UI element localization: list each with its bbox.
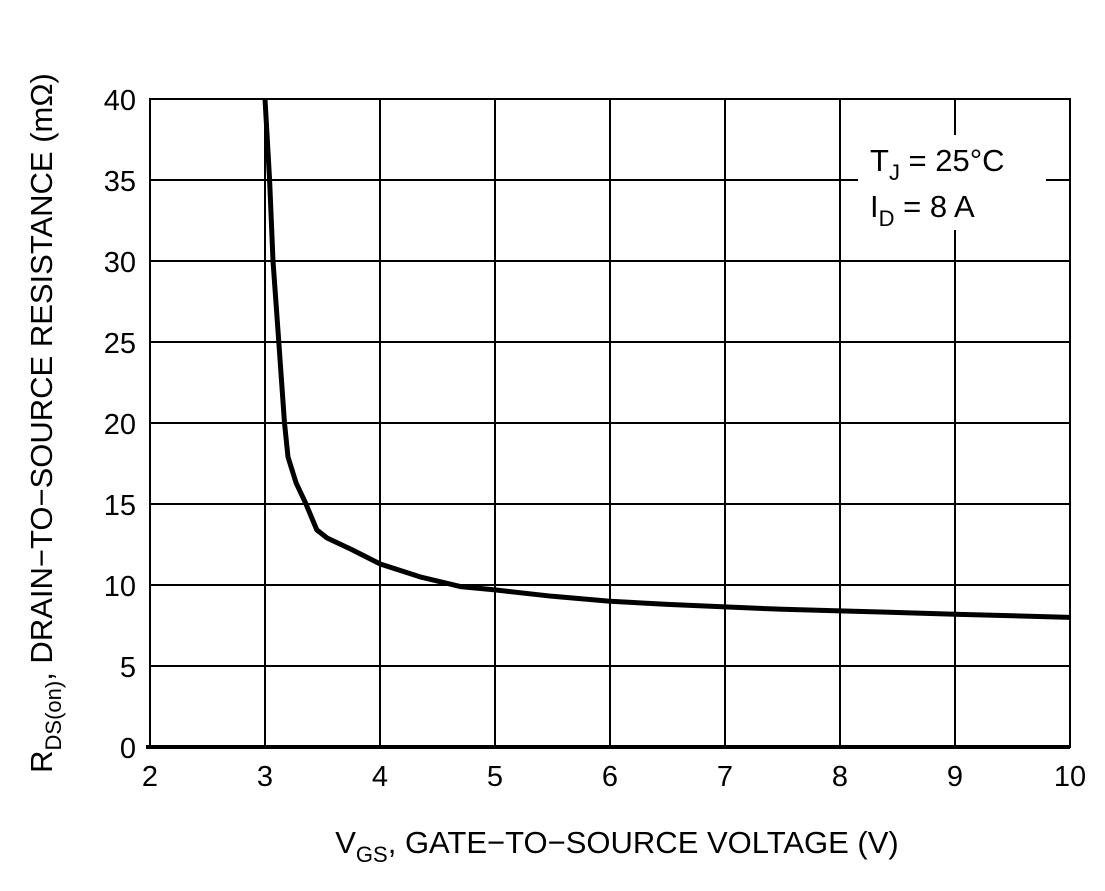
y-axis-label: RDS(on), DRAIN−TO−SOURCE RESISTANCE (mΩ)	[24, 73, 66, 773]
annotation-id: ID = 8 A	[870, 189, 975, 231]
series-line	[262, 98, 1071, 620]
y-tick-label: 35	[104, 166, 136, 198]
x-axis-label: VGS, GATE−TO−SOURCE VOLTAGE (V)	[335, 825, 899, 867]
grid	[146, 98, 1071, 749]
series	[262, 98, 1071, 620]
x-tick-label: 8	[832, 761, 848, 793]
tick-labels: 2 3 4 5 6 7 8 9 10 0 5 10 15 20 25 30 35 40	[104, 85, 1086, 793]
annotation-tj: TJ = 25°C	[870, 143, 1005, 185]
x-tick-label: 6	[602, 761, 618, 793]
x-tick-label: 5	[487, 761, 503, 793]
y-tick-label: 5	[120, 652, 136, 684]
x-tick-label: 10	[1054, 761, 1086, 793]
y-tick-label: 40	[104, 85, 136, 117]
y-tick-label: 0	[120, 733, 136, 765]
y-tick-label: 20	[104, 409, 136, 441]
x-tick-label: 3	[257, 761, 273, 793]
x-tick-label: 9	[947, 761, 963, 793]
x-tick-label: 7	[717, 761, 733, 793]
y-tick-label: 25	[104, 328, 136, 360]
y-tick-label: 15	[104, 490, 136, 522]
x-tick-label: 2	[142, 761, 158, 793]
y-tick-label: 10	[104, 571, 136, 603]
x-tick-label: 4	[372, 761, 388, 793]
annotation-background	[858, 135, 1046, 230]
y-tick-label: 30	[104, 247, 136, 279]
